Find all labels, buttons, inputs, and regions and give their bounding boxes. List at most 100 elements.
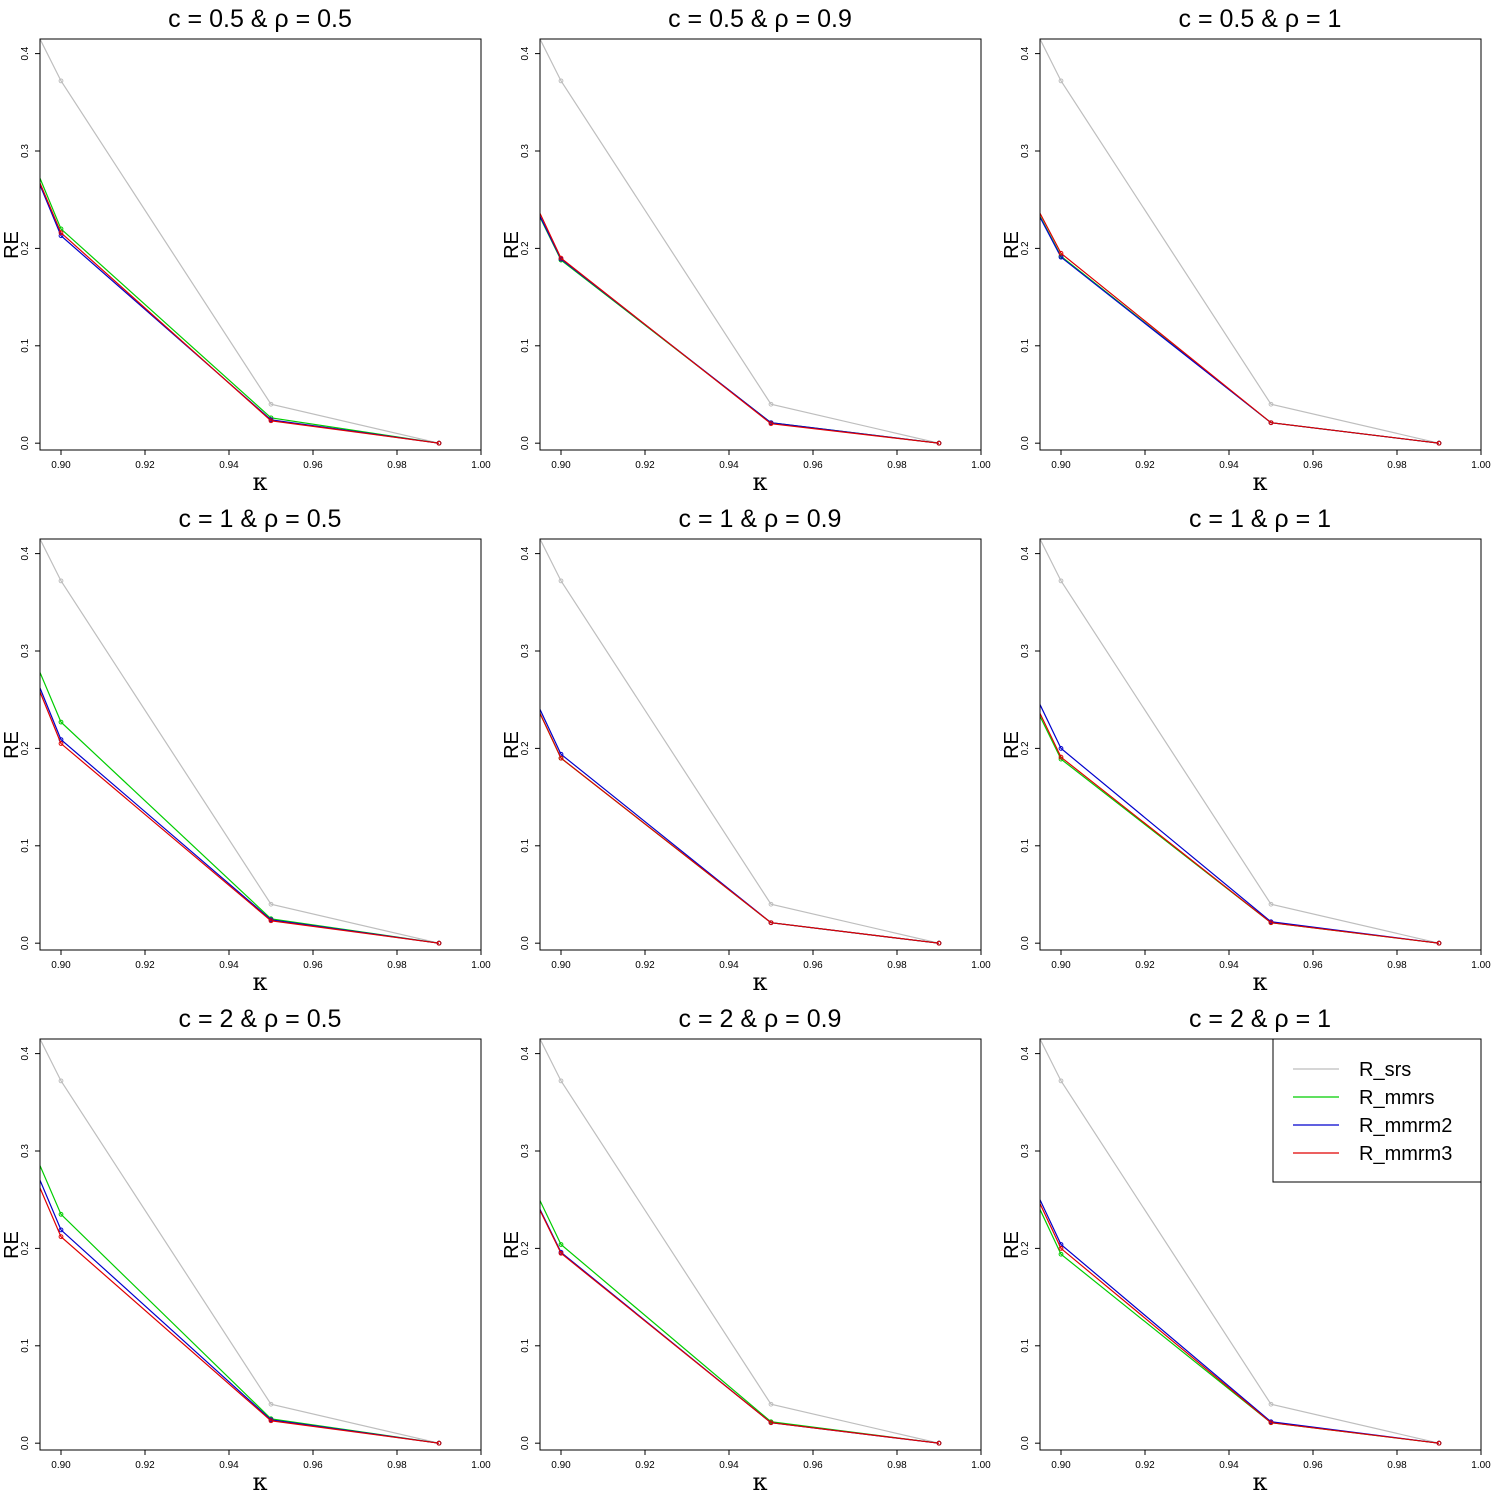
series-R_mmrm3 (40, 1187, 442, 1446)
x-tick-label: 0.94 (719, 460, 739, 471)
x-tick-label: 1.00 (471, 460, 491, 471)
y-tick-label: 0.2 (1020, 1241, 1031, 1255)
series-line (1040, 1209, 1440, 1444)
data-point (1436, 1440, 1442, 1446)
series-line (40, 1179, 440, 1444)
y-tick-label: 0.4 (520, 46, 531, 60)
data-point (558, 255, 564, 261)
panel-title: c = 1 & ρ = 1 (1189, 505, 1331, 533)
y-tick-label: 0.3 (20, 644, 31, 658)
plot-frame (39, 38, 482, 451)
series-R_mmrs (540, 216, 942, 446)
series-line (1040, 713, 1440, 944)
series-line (1040, 1039, 1440, 1444)
y-axis-label: RE (501, 1231, 523, 1259)
y-tick-label: 0.2 (520, 741, 531, 755)
data-point (1268, 1401, 1274, 1407)
legend-label: R_srs (1359, 1059, 1411, 1081)
data-point (436, 440, 442, 446)
x-tick-label: 0.92 (1135, 960, 1155, 971)
panel-title: c = 0.5 & ρ = 0.9 (668, 5, 852, 33)
series-line (40, 39, 440, 444)
y-tick-label: 0.0 (1020, 436, 1031, 450)
y-tick-label: 0.4 (20, 1046, 31, 1060)
x-tick-label: 1.00 (471, 1460, 491, 1471)
y-tick-label: 0.0 (520, 936, 531, 950)
plot-frame (539, 38, 982, 451)
data-point (558, 1078, 564, 1084)
x-tick-label: 0.96 (1303, 460, 1323, 471)
series-line (1040, 213, 1440, 444)
panel-title: c = 2 & ρ = 0.9 (679, 1005, 842, 1033)
series-R_mmrm3 (40, 691, 442, 946)
series-R_mmrs (40, 178, 442, 446)
y-tick-label: 0.4 (1020, 546, 1031, 560)
y-tick-label: 0.0 (20, 436, 31, 450)
x-axis-label: κ (253, 968, 268, 996)
data-point (268, 418, 274, 424)
y-tick-label: 0.2 (20, 741, 31, 755)
series-R_mmrm3 (1040, 1203, 1442, 1446)
series-line (40, 1165, 440, 1444)
x-tick-label: 0.98 (387, 1460, 407, 1471)
series-line (40, 539, 440, 944)
data-point (1058, 250, 1064, 256)
y-tick-label: 0.3 (20, 144, 31, 158)
x-axis-label: κ (253, 468, 268, 496)
series-R_mmrm2 (40, 1179, 442, 1446)
x-tick-label: 0.94 (719, 960, 739, 971)
x-tick-label: 0.90 (1051, 960, 1071, 971)
panel-4: c = 1 & ρ = 0.5 0.90 0.92 0.94 0.96 0.98 1.00 0… (1, 505, 491, 996)
legend-label: R_mmrm2 (1359, 1115, 1452, 1137)
y-tick-label: 0.0 (520, 1436, 531, 1450)
series-R_srs (540, 539, 942, 946)
y-tick-label: 0.0 (520, 436, 531, 450)
y-tick-label: 0.1 (1020, 838, 1031, 852)
series-line (1040, 1203, 1440, 1444)
series-line (1040, 39, 1440, 444)
x-axis-label: κ (753, 1468, 768, 1496)
data-point (58, 1234, 64, 1240)
data-point (1058, 1251, 1064, 1257)
x-tick-label: 0.98 (387, 960, 407, 971)
x-tick-label: 0.92 (135, 460, 155, 471)
x-tick-label: 0.90 (551, 1460, 571, 1471)
data-point (58, 230, 64, 236)
data-point (1268, 901, 1274, 907)
series-R_mmrm3 (40, 182, 442, 446)
series-line (540, 709, 940, 944)
x-tick-label: 0.94 (719, 1460, 739, 1471)
series-line (40, 672, 440, 944)
series-line (40, 182, 440, 444)
data-point (58, 1211, 64, 1217)
y-tick-label: 0.4 (20, 46, 31, 60)
plot-frame (539, 538, 982, 951)
panel-title: c = 2 & ρ = 1 (1189, 1005, 1331, 1033)
x-tick-label: 0.90 (51, 1460, 71, 1471)
data-point (58, 78, 64, 84)
x-tick-label: 1.00 (1471, 1460, 1491, 1471)
x-tick-label: 0.96 (1303, 1460, 1323, 1471)
series-line (40, 178, 440, 444)
series-line (40, 691, 440, 944)
y-tick-label: 0.1 (1020, 1338, 1031, 1352)
data-point (268, 1401, 274, 1407)
x-tick-label: 0.94 (1219, 960, 1239, 971)
series-R_srs (40, 39, 442, 446)
y-tick-label: 0.3 (520, 1144, 531, 1158)
panel-8: c = 2 & ρ = 0.9 0.90 0.92 0.94 0.96 0.98 1.00 0… (501, 1005, 991, 1496)
panel-2: c = 0.5 & ρ = 0.9 0.90 0.92 0.94 0.96 0.98 1.0… (501, 5, 991, 496)
y-tick-label: 0.3 (520, 644, 531, 658)
y-axis-label: RE (501, 731, 523, 759)
series-line (1040, 704, 1440, 944)
y-tick-label: 0.1 (520, 338, 531, 352)
data-point (1058, 1078, 1064, 1084)
data-point (268, 401, 274, 407)
series-R_mmrs (540, 713, 942, 946)
plot-frame (1039, 538, 1482, 951)
y-tick-label: 0.4 (20, 546, 31, 560)
series-R_mmrs (1040, 215, 1442, 446)
plot-frame (539, 1038, 982, 1451)
series-line (1040, 539, 1440, 944)
